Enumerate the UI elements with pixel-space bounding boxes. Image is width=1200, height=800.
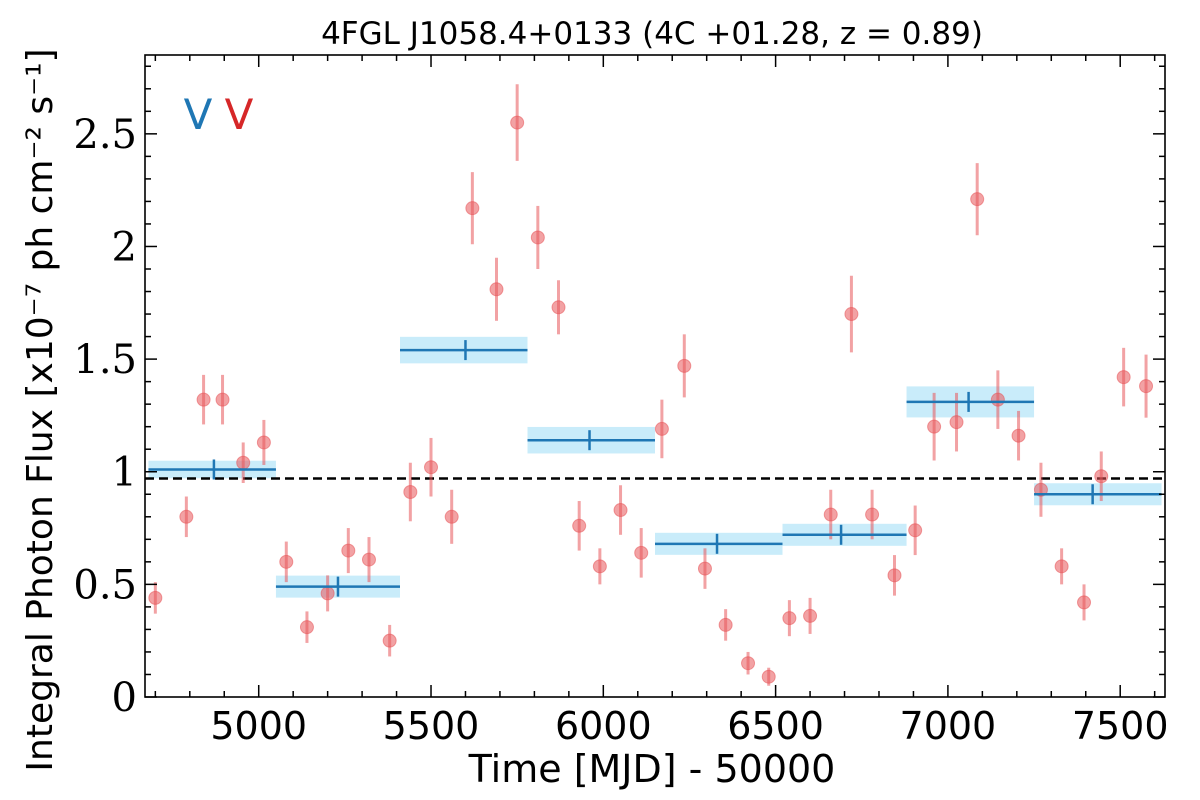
flux-point-19 (551, 300, 566, 315)
x-tick-label-1: 5500 (383, 704, 480, 748)
flux-point-2 (196, 392, 211, 407)
plot-frame (144, 54, 1166, 698)
flux-point-9 (341, 543, 356, 558)
flux-point-18 (530, 230, 545, 245)
flux-point-21 (592, 559, 607, 574)
flux-point-33 (844, 307, 859, 322)
x-tick-label-5: 7500 (1072, 704, 1169, 748)
flux-point-39 (970, 192, 985, 207)
flux-point-6 (279, 554, 294, 569)
annotation-v-red: V (225, 90, 254, 139)
flux-point-22 (613, 503, 628, 518)
flux-point-8 (320, 586, 335, 601)
y-tick-label-0: 0 (112, 675, 137, 721)
flux-point-29 (761, 669, 776, 684)
flux-point-14 (444, 509, 459, 524)
flux-point-42 (1033, 482, 1048, 497)
flux-point-35 (887, 568, 902, 583)
annotation-v-blue: V (184, 90, 213, 139)
flux-point-5 (256, 435, 271, 450)
flux-point-25 (677, 358, 692, 373)
y-tick-label-5: 2.5 (73, 112, 137, 158)
flux-point-4 (236, 455, 251, 470)
y-axis-label: Integral Photon Flux [x10⁻⁷ ph cm⁻² s⁻¹] (20, 48, 61, 771)
flux-point-40 (990, 392, 1005, 407)
flux-point-11 (382, 633, 397, 648)
flux-point-36 (908, 523, 923, 538)
flux-point-43 (1054, 559, 1069, 574)
flux-point-41 (1011, 428, 1026, 443)
flux-point-47 (1139, 379, 1154, 394)
flux-point-0 (148, 590, 163, 605)
flux-point-13 (424, 460, 439, 475)
flux-point-45 (1094, 469, 1109, 484)
flux-point-1 (179, 509, 194, 524)
flux-point-28 (741, 656, 756, 671)
flux-point-34 (865, 507, 880, 522)
flux-point-31 (803, 608, 818, 623)
flux-point-3 (215, 392, 230, 407)
flux-point-15 (465, 201, 480, 216)
flux-point-24 (654, 421, 669, 436)
flux-point-17 (510, 115, 525, 130)
y-tick-label-3: 1.5 (73, 337, 137, 383)
chart-title: 4FGL J1058.4+0133 (4C +01.28, z = 0.89) (321, 16, 983, 52)
y-tick-labels: 0 0.5 1 1.5 2 2.5 (73, 112, 137, 721)
flux-point-12 (403, 485, 418, 500)
flux-point-16 (489, 282, 504, 297)
x-tick-label-2: 6000 (555, 704, 652, 748)
flux-point-26 (697, 561, 712, 576)
x-axis-label: Time [MJD] - 50000 (468, 747, 836, 791)
x-tick-label-4: 7000 (900, 704, 997, 748)
flux-point-10 (361, 552, 376, 567)
flux-point-27 (718, 617, 733, 632)
flux-point-37 (927, 419, 942, 434)
binned-flux-lines (148, 340, 1162, 597)
flux-point-7 (299, 620, 314, 635)
flux-point-46 (1116, 370, 1131, 385)
y-tick-label-1: 0.5 (73, 562, 137, 608)
flux-point-32 (823, 507, 838, 522)
y-tick-label-4: 2 (112, 224, 137, 270)
flux-point-20 (572, 518, 587, 533)
flux-points (148, 84, 1154, 686)
flux-point-38 (949, 415, 964, 430)
x-tick-labels: 5000 5500 6000 6500 7000 7500 (210, 704, 1168, 748)
flux-point-23 (634, 545, 649, 560)
x-tick-label-0: 5000 (210, 704, 307, 748)
axis-ticks (145, 55, 1165, 698)
x-tick-label-3: 6500 (727, 704, 824, 748)
y-tick-label-2: 1 (112, 450, 137, 496)
flux-point-44 (1077, 595, 1092, 610)
flux-point-30 (782, 611, 797, 626)
